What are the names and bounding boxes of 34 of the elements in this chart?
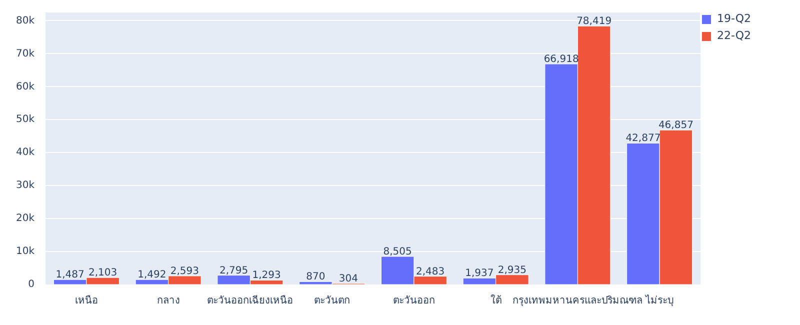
data-label: 2,935 xyxy=(498,264,527,276)
data-label: 2,483 xyxy=(416,266,445,278)
data-label: 870 xyxy=(306,272,326,283)
x-tick-label: ตะวันออก xyxy=(392,296,435,306)
x-tick-label: เหนือ xyxy=(74,294,98,306)
data-label: 304 xyxy=(338,274,358,284)
legend-label: 19-Q2 xyxy=(717,12,752,25)
y-tick-label: 10k xyxy=(16,246,35,258)
data-label: 2,593 xyxy=(170,266,200,277)
data-label: 46,857 xyxy=(658,120,694,132)
data-label: 42,877 xyxy=(626,133,661,144)
y-tick-label: 50k xyxy=(16,114,35,126)
y-tick-label: 30k xyxy=(16,180,35,192)
y-tick-label: 40k xyxy=(16,147,35,158)
data-label: 78,419 xyxy=(576,16,612,28)
data-label: 2,103 xyxy=(88,268,118,279)
data-label: 1,937 xyxy=(465,268,494,280)
y-tick-label: 0 xyxy=(28,279,35,290)
data-label: 1,487 xyxy=(56,270,84,281)
x-tick-label: กลาง xyxy=(156,296,180,306)
y-tick-label: 70k xyxy=(16,48,35,60)
data-label: 2,795 xyxy=(220,265,248,276)
y-tick-label: 20k xyxy=(16,213,35,224)
legend-label: 22-Q2 xyxy=(717,29,752,42)
x-tick-label: ใต้ xyxy=(490,294,502,306)
x-tick-label: ตะวันออกเฉียงเหนือ xyxy=(207,294,294,306)
data-label: 1,492 xyxy=(138,270,166,281)
y-tick-label: 60k xyxy=(16,81,35,92)
x-tick-label: ตะวันตก xyxy=(314,296,350,306)
x-tick-label: ไม่ระบุ xyxy=(644,294,674,306)
data-label: 8,505 xyxy=(383,246,412,258)
x-tick-label: กรุงเทพมหานครและปริมณฑล xyxy=(512,296,643,306)
data-label: 1,293 xyxy=(252,270,281,282)
y-tick-label: 80k xyxy=(16,15,35,26)
